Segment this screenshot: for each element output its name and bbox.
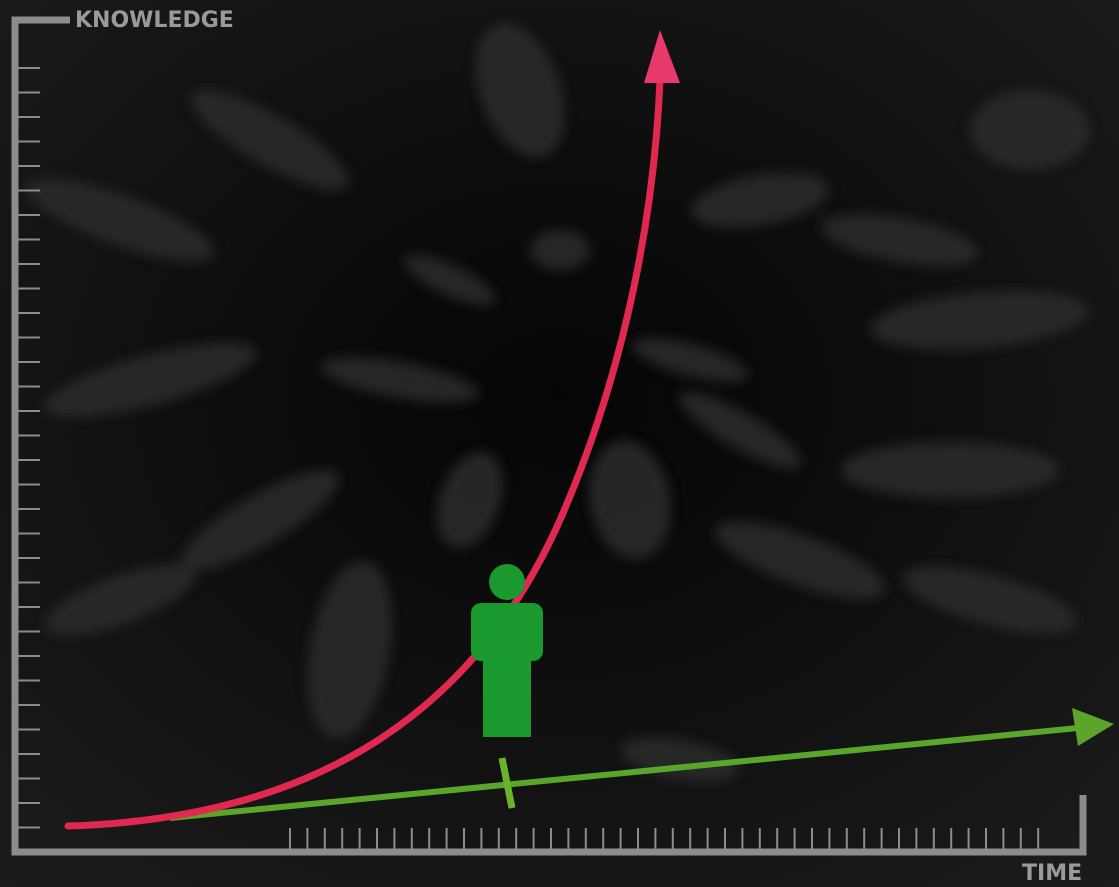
silhouette: [970, 90, 1090, 170]
page: KNOWLEDGE TIME (() => { const data = JSO…: [0, 0, 1119, 887]
y-axis-label: KNOWLEDGE: [75, 8, 234, 33]
silhouette: [530, 230, 590, 270]
illustration: KNOWLEDGE TIME: [0, 0, 1119, 887]
silhouette: [840, 442, 1060, 498]
person-head: [489, 564, 525, 600]
x-axis-label: TIME: [1022, 861, 1082, 886]
person-legs: [483, 640, 531, 737]
